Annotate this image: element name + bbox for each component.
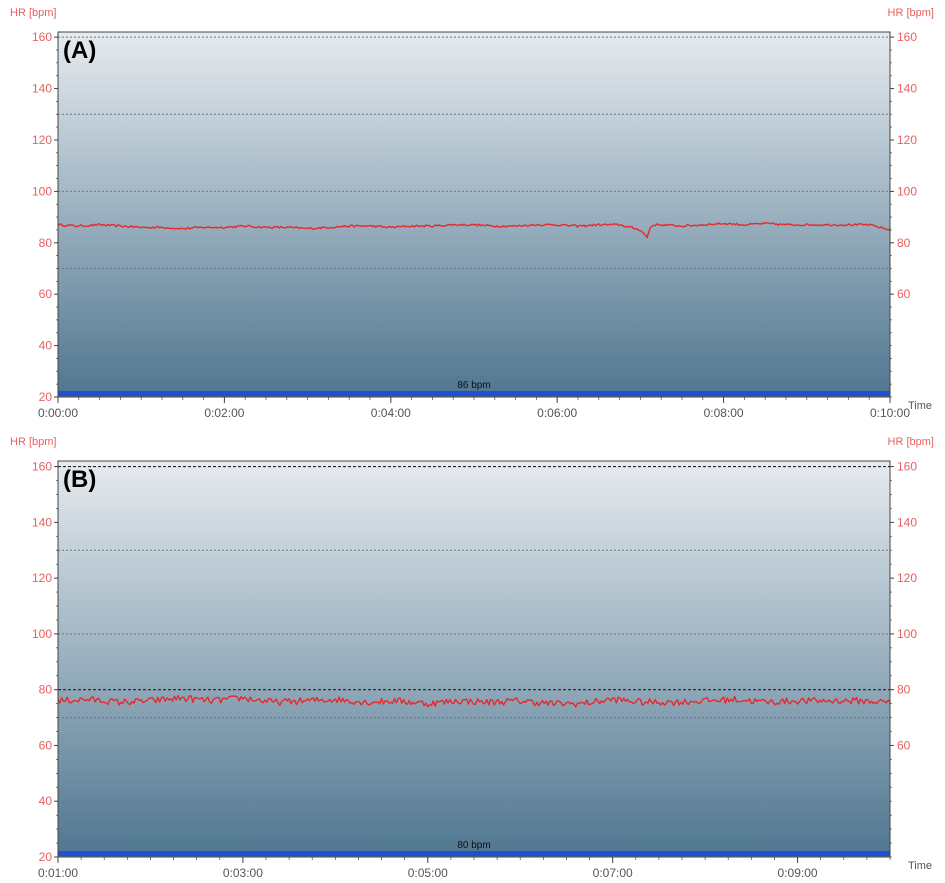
y-tick-label-left: 120 [32,133,52,147]
y-tick-label-left: 160 [32,460,52,474]
hr-series-line [57,694,891,708]
x-tick-label: 0:07:00 [593,866,633,880]
y-tick-label-right: 120 [897,133,917,147]
x-tick-label: 0:10:00 [870,406,910,420]
x-tick-label: 0:08:00 [704,406,744,420]
y-axis-title-left: HR [bpm] [10,7,56,19]
y-tick-label-left: 160 [32,30,52,44]
y-tick-label-left: 140 [32,515,52,529]
mean-hr-label: 86 bpm [457,380,490,391]
y-tick-label-left: 20 [39,850,53,864]
y-tick-label-left: 100 [32,184,52,198]
y-tick-label-left: 60 [39,738,53,752]
mean-hr-label: 80 bpm [457,840,490,851]
y-tick-label-left: 80 [39,683,53,697]
y-tick-label-right: 100 [897,627,917,641]
x-tick-label: 0:06:00 [537,406,577,420]
y-tick-label-left: 20 [39,390,53,404]
y-tick-label-left: 40 [39,339,53,353]
y-tick-label-left: 80 [39,236,53,250]
x-tick-label: 0:02:00 [204,406,244,420]
x-axis-title: Time [908,400,932,412]
y-tick-label-left: 120 [32,571,52,585]
y-tick-label-right: 60 [897,287,911,301]
x-tick-label: 0:01:00 [38,866,78,880]
baseline-bar [58,851,890,856]
x-tick-label: 0:09:00 [778,866,818,880]
chart-panel-b: 80 bpm 20 40 60 80 100 120 140 160 60 80 100 120 140 1… [10,436,934,880]
y-tick-label-left: 140 [32,82,52,96]
x-tick-label: 0:03:00 [223,866,263,880]
baseline-bar [58,391,890,396]
x-axis-title: Time [908,860,932,872]
x-tick-label: 0:00:00 [38,406,78,420]
y-tick-label-left: 60 [39,287,53,301]
y-axis-title-left: HR [bpm] [10,436,56,448]
plot-background [58,32,890,397]
y-tick-label-right: 60 [897,738,911,752]
y-tick-label-left: 40 [39,794,53,808]
y-tick-label-right: 160 [897,460,917,474]
y-tick-label-right: 120 [897,571,917,585]
plot-background [58,461,890,857]
y-tick-label-right: 80 [897,236,911,250]
y-tick-label-right: 140 [897,515,917,529]
y-tick-label-right: 140 [897,82,917,96]
y-axis-title-right: HR [bpm] [888,436,934,448]
panel-label: (B) [63,466,96,493]
y-tick-label-right: 80 [897,683,911,697]
y-tick-label-right: 100 [897,184,917,198]
x-tick-label: 0:05:00 [408,866,448,880]
hr-series-line [57,221,891,239]
chart-panel-a: 86 bpm 20 40 60 80 100 120 140 160 60 80 100 120 140 1… [10,7,934,420]
y-axis-title-right: HR [bpm] [888,7,934,19]
y-tick-label-right: 160 [897,30,917,44]
x-tick-label: 0:04:00 [371,406,411,420]
y-tick-label-left: 100 [32,627,52,641]
panel-label: (A) [63,37,96,64]
